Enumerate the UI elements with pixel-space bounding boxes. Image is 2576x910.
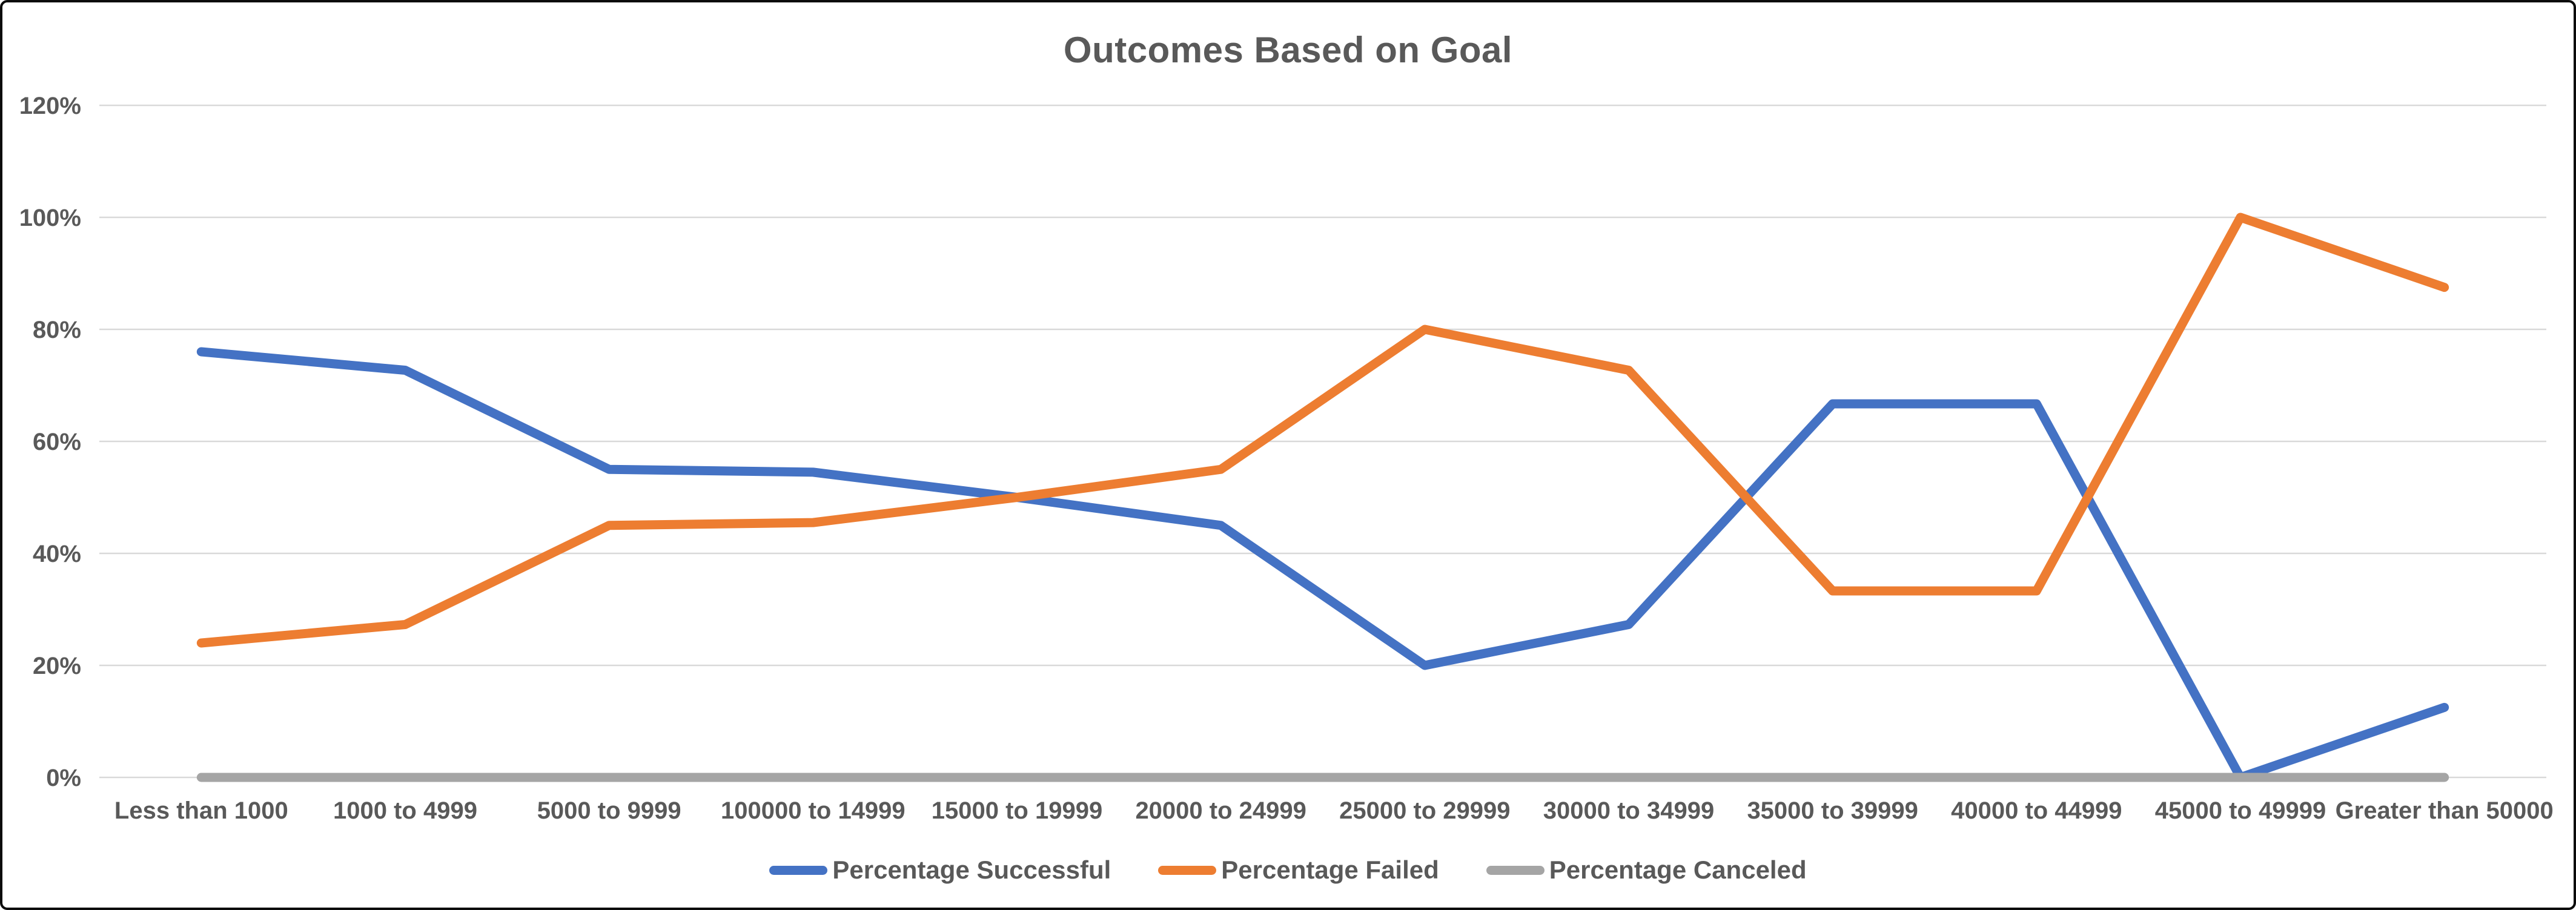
x-axis-category-label: 100000 to 14999: [721, 797, 906, 824]
x-axis-category-label: 20000 to 24999: [1135, 797, 1306, 824]
chart-legend: Percentage Successful Percentage Failed Pe…: [2, 856, 2574, 885]
legend-label: Percentage Failed: [1221, 856, 1439, 884]
x-axis-category-label: 30000 to 34999: [1543, 797, 1714, 824]
y-axis-tick-label: 60%: [33, 429, 81, 455]
x-axis-category-label: 15000 to 19999: [932, 797, 1102, 824]
legend-item: Percentage Failed: [1158, 856, 1439, 885]
x-axis-category-label: 1000 to 4999: [333, 797, 477, 824]
y-axis-tick-label: 100%: [19, 205, 81, 231]
x-axis-category-label: 25000 to 29999: [1339, 797, 1510, 824]
legend-swatch-icon: [1158, 865, 1217, 875]
x-axis-category-label: 5000 to 9999: [537, 797, 681, 824]
legend-label: Percentage Canceled: [1549, 856, 1807, 884]
x-axis-category-label: 35000 to 39999: [1747, 797, 1918, 824]
x-axis-category-label: 40000 to 44999: [1951, 797, 2122, 824]
legend-swatch-icon: [769, 865, 828, 875]
legend-label: Percentage Successful: [832, 856, 1111, 884]
y-axis-tick-label: 40%: [33, 541, 81, 567]
legend-swatch-icon: [1486, 865, 1545, 875]
x-axis-category-label: 45000 to 49999: [2155, 797, 2326, 824]
legend-item: Percentage Canceled: [1486, 856, 1807, 885]
x-axis-category-label: Less than 1000: [114, 797, 288, 824]
y-axis-tick-label: 20%: [33, 653, 81, 679]
y-axis-tick-label: 120%: [19, 93, 81, 119]
legend-item: Percentage Successful: [769, 856, 1111, 885]
series-line-1: [196, 213, 2449, 648]
y-axis-tick-label: 0%: [46, 765, 81, 791]
chart-title: Outcomes Based on Goal: [1063, 30, 1513, 70]
y-axis-tick-label: 80%: [33, 317, 81, 343]
x-axis-category-label: Greater than 50000: [2336, 797, 2554, 824]
series-line-0: [196, 347, 2449, 782]
